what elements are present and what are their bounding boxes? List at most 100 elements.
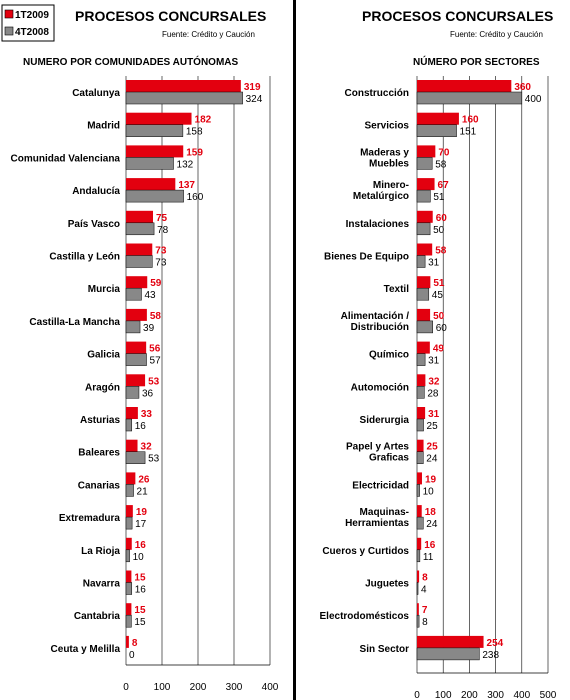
left-tick-label: 300 <box>226 682 243 693</box>
left-bar-1t2009 <box>126 341 147 354</box>
right-value-1t2009: 18 <box>425 507 437 518</box>
right-bar-1t2009 <box>417 570 420 583</box>
left-subtitle: NUMERO POR COMUNIDADES AUTÓNOMAS <box>23 55 239 68</box>
left-category-label: Comunidad Valenciana <box>11 153 121 164</box>
right-bar-1t2009 <box>417 472 422 485</box>
right-value-1t2009: 32 <box>428 376 440 387</box>
right-value-4t2008: 8 <box>422 617 428 628</box>
left-category-label: Cantabria <box>74 611 121 622</box>
left-category-label: Baleares <box>78 448 120 459</box>
left-bar-1t2009 <box>126 178 176 191</box>
right-tick-label: 100 <box>435 690 452 700</box>
right-category-label: Cueros y Curtidos <box>322 546 409 557</box>
right-bar-1t2009 <box>417 145 436 158</box>
left-category-label: Madrid <box>87 121 120 132</box>
right-value-4t2008: 400 <box>525 94 542 105</box>
right-value-4t2008: 28 <box>427 388 439 399</box>
left-value-4t2008: 10 <box>133 552 145 563</box>
left-value-1t2009: 33 <box>141 409 153 420</box>
left-source: Fuente: Crédito y Caución <box>162 30 255 39</box>
left-value-1t2009: 75 <box>156 213 168 224</box>
left-bar-1t2009 <box>126 407 138 419</box>
left-bar-4t2008 <box>125 386 140 399</box>
left-bar-1t2009 <box>126 635 129 648</box>
left-tick-label: 100 <box>154 682 171 693</box>
right-category-label: Automoción <box>351 382 409 393</box>
right-plot-area: 0 100 200 300 400 500360400Construcción160151… <box>320 76 557 700</box>
right-bar-4t2008 <box>416 386 425 399</box>
left-category-label: Catalunya <box>72 88 120 99</box>
left-value-1t2009: 26 <box>138 474 150 485</box>
right-category-label: Construcción <box>345 88 409 99</box>
right-value-1t2009: 160 <box>462 115 479 126</box>
left-category-label: Castilla y León <box>49 252 120 263</box>
right-subtitle: NÚMERO POR SECTORES <box>413 55 540 68</box>
left-value-1t2009: 73 <box>155 246 167 257</box>
right-category-label: Servicios <box>365 121 410 132</box>
right-value-4t2008: 10 <box>423 486 435 497</box>
left-category-label: Andalucía <box>72 186 120 197</box>
left-bar-1t2009 <box>126 145 184 158</box>
right-bar-1t2009 <box>417 439 424 452</box>
right-value-4t2008: 151 <box>460 127 477 138</box>
right-bar-1t2009 <box>417 80 512 92</box>
right-value-4t2008: 58 <box>435 159 447 170</box>
left-bar-1t2009 <box>126 243 153 256</box>
left-bar-1t2009 <box>126 80 241 92</box>
left-value-1t2009: 182 <box>195 115 212 126</box>
left-bar-4t2008 <box>125 451 146 464</box>
right-value-4t2008: 31 <box>428 356 440 367</box>
left-value-4t2008: 73 <box>155 258 167 269</box>
right-bar-4t2008 <box>416 484 420 497</box>
left-category-label: Navarra <box>83 579 121 590</box>
right-value-4t2008: 25 <box>427 421 439 432</box>
left-value-4t2008: 15 <box>134 617 146 628</box>
right-bar-1t2009 <box>417 178 435 191</box>
right-bar-4t2008 <box>416 353 426 366</box>
right-value-4t2008: 11 <box>423 552 434 563</box>
left-bar-1t2009 <box>126 603 132 616</box>
left-value-1t2009: 53 <box>148 376 160 387</box>
right-value-1t2009: 51 <box>433 278 445 289</box>
left-category-label: Aragón <box>85 382 120 393</box>
left-tick-label: 200 <box>190 682 207 693</box>
right-value-4t2008: 51 <box>433 192 445 203</box>
right-bar-1t2009 <box>417 505 422 518</box>
left-bar-1t2009 <box>126 570 132 583</box>
left-category-label: Asturias <box>80 415 120 426</box>
right-bar-1t2009 <box>417 537 422 550</box>
left-plot-area: 0 100 200 300 400319324Catalunya182158Madrid… <box>11 76 279 693</box>
right-value-1t2009: 50 <box>433 311 445 322</box>
left-value-1t2009: 8 <box>132 638 138 649</box>
left-tick-label: 400 <box>262 682 279 693</box>
left-value-1t2009: 32 <box>141 442 153 453</box>
right-value-1t2009: 31 <box>428 409 440 420</box>
left-value-4t2008: 324 <box>246 94 263 105</box>
left-bar-4t2008 <box>125 157 174 170</box>
right-title: PROCESOS CONCURSALES <box>362 8 553 24</box>
left-value-4t2008: 43 <box>144 290 156 301</box>
right-category-label: Maquinas- <box>360 507 409 518</box>
right-category-label: Maderas y <box>360 147 409 158</box>
left-bar-1t2009 <box>126 374 146 387</box>
right-category-label: Graficas <box>369 453 409 464</box>
left-category-label: Murcia <box>88 284 121 295</box>
right-bar-4t2008 <box>416 418 424 432</box>
right-bar-1t2009 <box>417 407 426 419</box>
right-value-4t2008: 238 <box>482 650 499 661</box>
right-tick-label: 400 <box>513 690 530 700</box>
right-value-4t2008: 45 <box>432 290 444 301</box>
left-category-label: Extremadura <box>59 513 121 524</box>
right-category-label: Electricidad <box>352 480 409 491</box>
left-category-label: Ceuta y Melilla <box>51 644 121 655</box>
left-value-4t2008: 78 <box>157 225 169 236</box>
panel-divider <box>293 0 296 700</box>
right-bar-1t2009 <box>417 341 430 354</box>
left-bar-4t2008 <box>125 189 184 203</box>
left-value-4t2008: 57 <box>150 356 162 367</box>
right-bar-4t2008 <box>416 91 523 105</box>
left-value-4t2008: 158 <box>186 127 203 138</box>
right-value-4t2008: 31 <box>428 258 440 269</box>
left-value-4t2008: 0 <box>129 650 135 661</box>
